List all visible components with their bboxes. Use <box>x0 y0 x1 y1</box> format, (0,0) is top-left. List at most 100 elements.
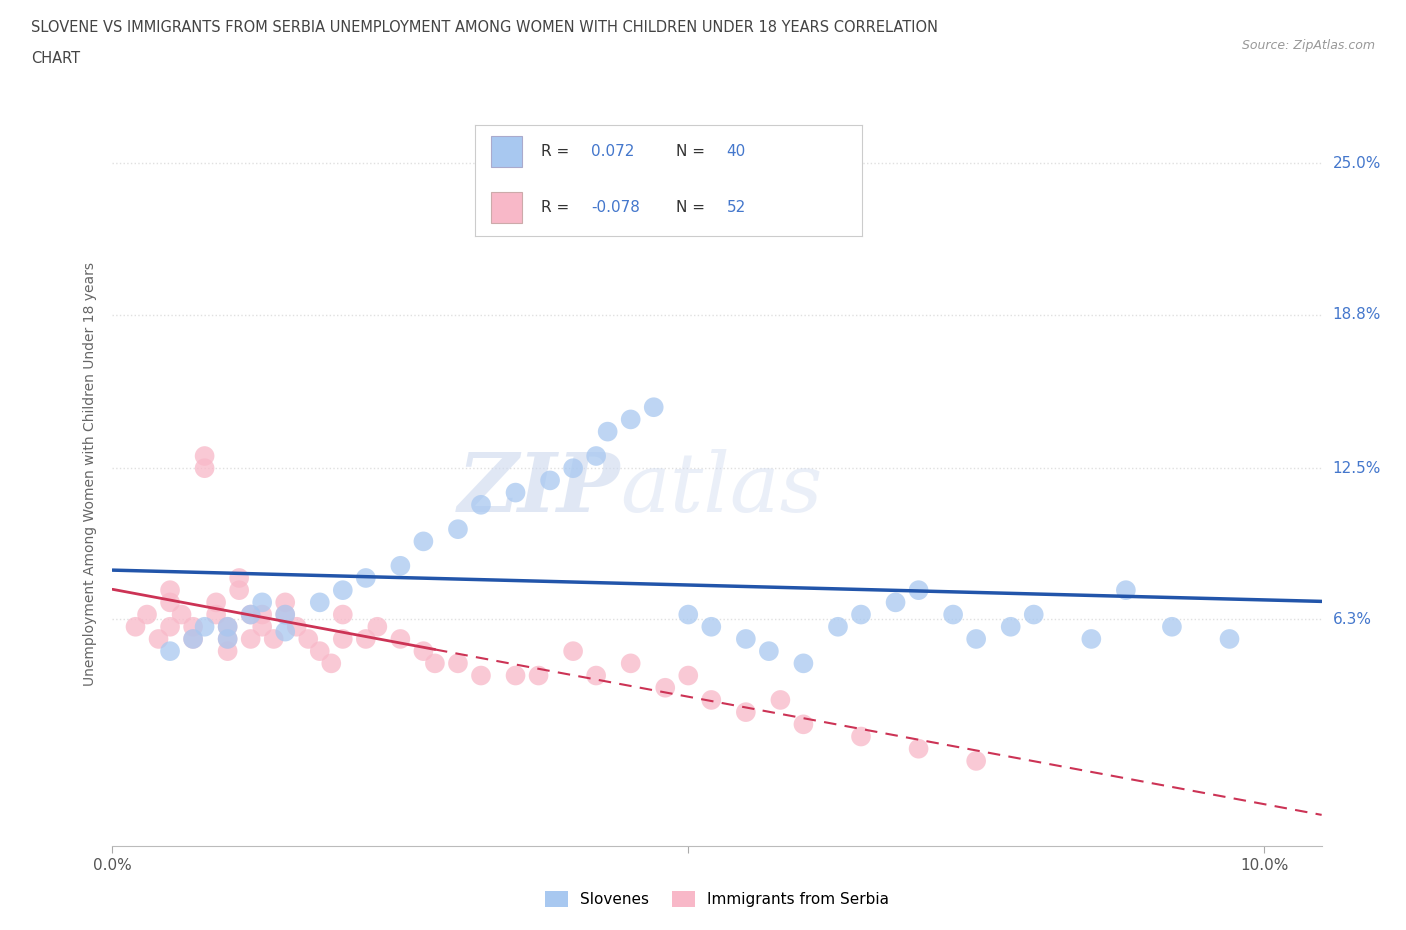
Point <box>470 498 492 512</box>
Point <box>205 607 228 622</box>
Point <box>907 583 929 598</box>
Point <box>965 753 987 768</box>
Point <box>366 619 388 634</box>
Text: 18.8%: 18.8% <box>1333 307 1381 322</box>
Point <box>239 607 262 622</box>
Point <box>308 644 330 658</box>
Point <box>205 595 228 610</box>
Point <box>965 631 987 646</box>
Point <box>538 473 561 488</box>
Point <box>148 631 170 646</box>
Point <box>321 656 343 671</box>
Point <box>354 570 377 585</box>
Point <box>884 595 907 610</box>
Point <box>585 448 607 463</box>
Point <box>332 583 354 598</box>
Point <box>332 607 354 622</box>
Point <box>1080 631 1102 646</box>
Point <box>942 607 965 622</box>
Point <box>217 631 239 646</box>
Point <box>734 705 756 720</box>
Point <box>643 400 665 415</box>
Text: atlas: atlas <box>620 449 823 529</box>
Point <box>758 644 780 658</box>
Point <box>700 619 723 634</box>
Point <box>389 631 412 646</box>
Text: SLOVENE VS IMMIGRANTS FROM SERBIA UNEMPLOYMENT AMONG WOMEN WITH CHILDREN UNDER 1: SLOVENE VS IMMIGRANTS FROM SERBIA UNEMPL… <box>31 20 938 35</box>
Point <box>792 656 814 671</box>
Point <box>792 717 814 732</box>
Point <box>505 485 527 500</box>
Point <box>596 424 619 439</box>
Point <box>181 619 204 634</box>
Point <box>217 631 239 646</box>
Point <box>217 644 239 658</box>
Point <box>239 631 262 646</box>
Point <box>228 583 250 598</box>
Point <box>827 619 849 634</box>
Text: Source: ZipAtlas.com: Source: ZipAtlas.com <box>1241 39 1375 52</box>
Point <box>217 619 239 634</box>
Point <box>274 607 297 622</box>
Point <box>907 741 929 756</box>
Point <box>620 656 643 671</box>
Point <box>769 693 792 708</box>
Point <box>1000 619 1022 634</box>
Point <box>274 595 297 610</box>
Y-axis label: Unemployment Among Women with Children Under 18 years: Unemployment Among Women with Children U… <box>83 262 97 686</box>
Point <box>678 668 700 683</box>
Point <box>274 624 297 639</box>
Point <box>194 619 217 634</box>
Point <box>585 668 607 683</box>
Point <box>181 631 204 646</box>
Text: 12.5%: 12.5% <box>1333 460 1381 476</box>
Point <box>562 644 585 658</box>
Point <box>297 631 319 646</box>
Legend: Slovenes, Immigrants from Serbia: Slovenes, Immigrants from Serbia <box>538 884 896 913</box>
Point <box>447 656 470 671</box>
Point <box>849 729 872 744</box>
Point <box>700 693 723 708</box>
Point <box>285 619 308 634</box>
Point <box>562 460 585 475</box>
Point <box>194 460 217 475</box>
Point <box>159 583 181 598</box>
Point <box>159 644 181 658</box>
Text: ZIP: ZIP <box>458 449 620 529</box>
Point <box>217 619 239 634</box>
Point <box>124 619 146 634</box>
Point <box>1022 607 1045 622</box>
Point <box>263 631 285 646</box>
Point <box>194 448 217 463</box>
Point <box>159 595 181 610</box>
Point <box>136 607 159 622</box>
Point <box>250 607 273 622</box>
Point <box>849 607 872 622</box>
Point <box>228 570 250 585</box>
Point <box>354 631 377 646</box>
Point <box>274 607 297 622</box>
Point <box>1115 583 1137 598</box>
Point <box>412 644 434 658</box>
Point <box>654 681 676 696</box>
Text: CHART: CHART <box>31 51 80 66</box>
Point <box>505 668 527 683</box>
Point <box>332 631 354 646</box>
Point <box>620 412 643 427</box>
Point <box>423 656 446 671</box>
Text: 6.3%: 6.3% <box>1333 612 1372 627</box>
Point <box>170 607 193 622</box>
Point <box>159 619 181 634</box>
Point <box>527 668 550 683</box>
Point <box>412 534 434 549</box>
Point <box>470 668 492 683</box>
Text: 25.0%: 25.0% <box>1333 156 1381 171</box>
Point <box>1161 619 1184 634</box>
Point <box>389 558 412 573</box>
Point <box>239 607 262 622</box>
Point <box>181 631 204 646</box>
Point <box>250 595 273 610</box>
Point <box>734 631 756 646</box>
Point <box>447 522 470 537</box>
Point <box>250 619 273 634</box>
